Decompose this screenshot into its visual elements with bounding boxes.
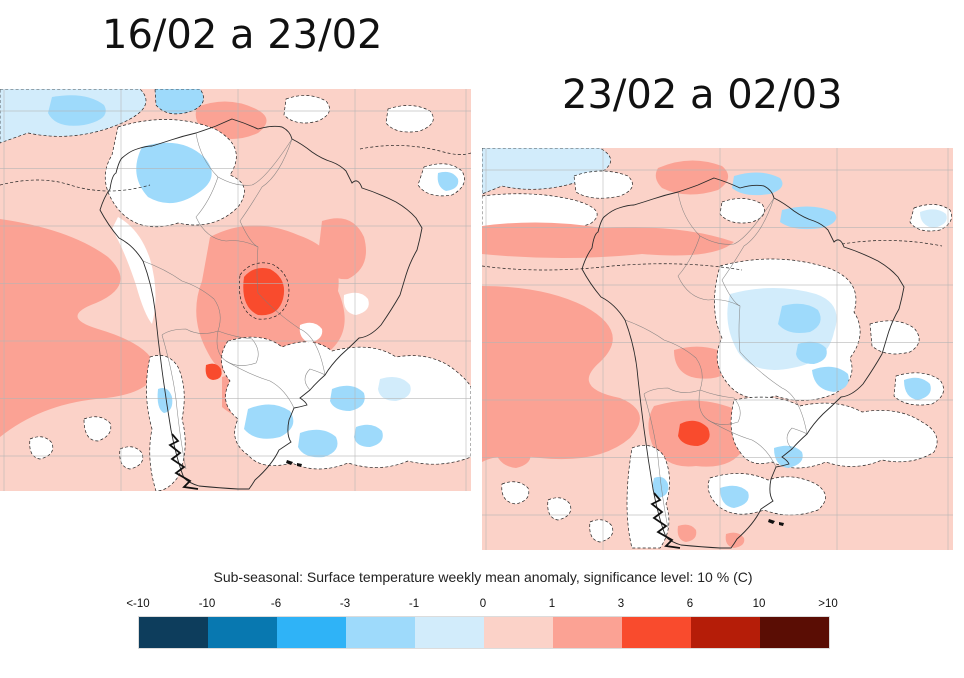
colorbar-segment: [484, 617, 553, 648]
anomaly-map-week2: [482, 148, 953, 550]
colorbar-tick-label: 10: [752, 598, 766, 610]
colorbar-segment: [760, 617, 829, 648]
colorbar-segment: [208, 617, 277, 648]
colorbar-tick-label: -10: [198, 598, 216, 610]
colorbar-tick-label: 6: [686, 598, 694, 610]
colorbar-tick-label: -1: [408, 598, 420, 610]
colorbar-segment: [553, 617, 622, 648]
colorbar-tick-label: >10: [818, 598, 838, 610]
colorbar-tick-label: 0: [479, 598, 487, 610]
colorbar-segment: [346, 617, 415, 648]
colorbar: [138, 616, 830, 649]
colorbar-tick-label: 1: [548, 598, 556, 610]
panel-title-week2: 23/02 a 02/03: [562, 72, 843, 118]
anomaly-map-week1-svg: [0, 89, 471, 491]
colorbar-segment: [622, 617, 691, 648]
colorbar-ticks: <-10 -10 -6 -3 -1 0 1 3 6 10 >10: [126, 598, 837, 612]
colorbar-tick-label: <-10: [126, 598, 150, 610]
anomaly-map-week1: [0, 89, 471, 491]
colorbar-tick-label: -3: [339, 598, 351, 610]
colorbar-segment: [277, 617, 346, 648]
colorbar-tick-label: 3: [617, 598, 625, 610]
legend-caption: Sub-seasonal: Surface temperature weekly…: [213, 569, 753, 585]
anomaly-map-week2-svg: [482, 148, 953, 550]
colorbar-segment: [139, 617, 208, 648]
colorbar-tick-label: -6: [270, 598, 282, 610]
colorbar-segment: [415, 617, 484, 648]
colorbar-segment: [691, 617, 760, 648]
panel-title-week1: 16/02 a 23/02: [102, 12, 383, 58]
